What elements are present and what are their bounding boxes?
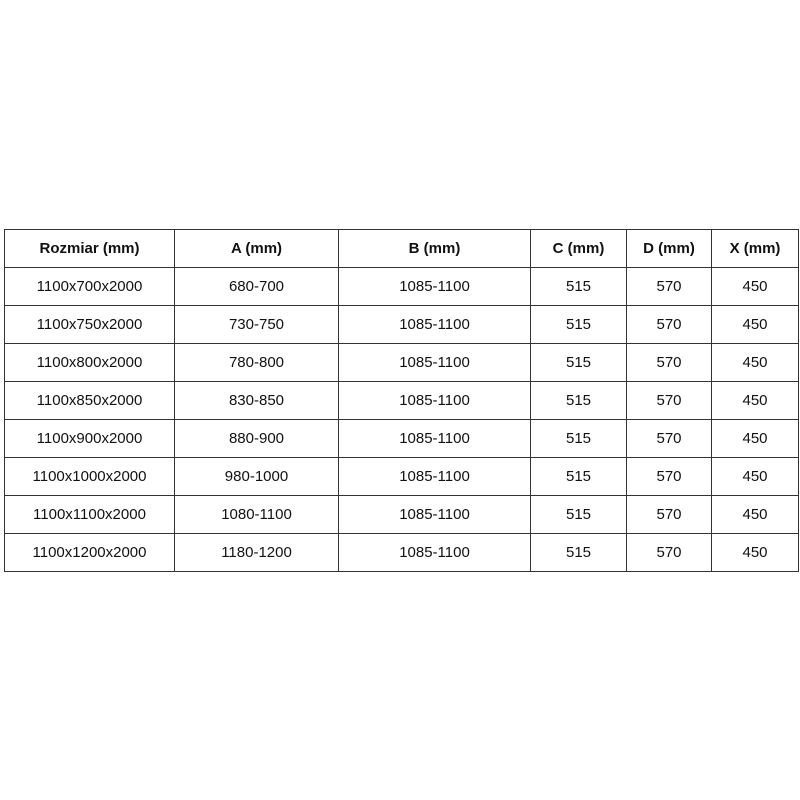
table-row: 1100x1000x2000 980-1000 1085-1100 515 570 450 — [4, 457, 799, 496]
table-cell: 1100x1100x2000 — [4, 495, 175, 534]
table-cell: 1085-1100 — [338, 343, 531, 382]
column-header: C (mm) — [530, 229, 627, 268]
table-cell: 450 — [711, 305, 799, 344]
table-row: 1100x700x2000 680-700 1085-1100 515 570 450 — [4, 267, 799, 306]
table-cell: 780-800 — [174, 343, 339, 382]
table-cell: 515 — [530, 457, 627, 496]
table-cell: 1085-1100 — [338, 419, 531, 458]
table-cell: 1085-1100 — [338, 457, 531, 496]
table-cell: 1100x750x2000 — [4, 305, 175, 344]
column-header: D (mm) — [626, 229, 712, 268]
table-cell: 830-850 — [174, 381, 339, 420]
table-cell: 450 — [711, 419, 799, 458]
table-cell: 1100x700x2000 — [4, 267, 175, 306]
table-cell: 570 — [626, 533, 712, 572]
table-cell: 570 — [626, 267, 712, 306]
table-cell: 450 — [711, 457, 799, 496]
table-cell: 1080-1100 — [174, 495, 339, 534]
column-header: B (mm) — [338, 229, 531, 268]
table-cell: 515 — [530, 343, 627, 382]
table-row: 1100x900x2000 880-900 1085-1100 515 570 450 — [4, 419, 799, 458]
table-cell: 570 — [626, 343, 712, 382]
table-cell: 450 — [711, 343, 799, 382]
dimensions-table: Rozmiar (mm) A (mm) B (mm) C (mm) D (mm) X (m… — [4, 229, 799, 572]
table-cell: 515 — [530, 533, 627, 572]
table-cell: 515 — [530, 305, 627, 344]
table-cell: 570 — [626, 381, 712, 420]
table-row: 1100x750x2000 730-750 1085-1100 515 570 450 — [4, 305, 799, 344]
table-cell: 1085-1100 — [338, 381, 531, 420]
column-header: A (mm) — [174, 229, 339, 268]
table-cell: 880-900 — [174, 419, 339, 458]
table-cell: 1085-1100 — [338, 267, 531, 306]
table-row: 1100x800x2000 780-800 1085-1100 515 570 450 — [4, 343, 799, 382]
column-header: X (mm) — [711, 229, 799, 268]
table-cell: 450 — [711, 495, 799, 534]
table-cell: 570 — [626, 495, 712, 534]
table-cell: 515 — [530, 267, 627, 306]
table-cell: 1085-1100 — [338, 533, 531, 572]
table-cell: 1180-1200 — [174, 533, 339, 572]
table-cell: 450 — [711, 267, 799, 306]
table-cell: 1100x900x2000 — [4, 419, 175, 458]
table-row: 1100x1200x2000 1180-1200 1085-1100 515 570 45… — [4, 533, 799, 572]
table-row: 1100x1100x2000 1080-1100 1085-1100 515 570 45… — [4, 495, 799, 534]
table-cell: 515 — [530, 381, 627, 420]
table-cell: 570 — [626, 305, 712, 344]
table-cell: 1085-1100 — [338, 305, 531, 344]
table-cell: 1100x850x2000 — [4, 381, 175, 420]
table-row: 1100x850x2000 830-850 1085-1100 515 570 450 — [4, 381, 799, 420]
table-cell: 730-750 — [174, 305, 339, 344]
table-cell: 1085-1100 — [338, 495, 531, 534]
table-cell: 515 — [530, 419, 627, 458]
table-cell: 680-700 — [174, 267, 339, 306]
table-cell: 570 — [626, 457, 712, 496]
table-cell: 1100x1200x2000 — [4, 533, 175, 572]
table-cell: 450 — [711, 381, 799, 420]
table-cell: 450 — [711, 533, 799, 572]
table-cell: 980-1000 — [174, 457, 339, 496]
column-header: Rozmiar (mm) — [4, 229, 175, 268]
table-cell: 1100x1000x2000 — [4, 457, 175, 496]
table-cell: 570 — [626, 419, 712, 458]
header-row: Rozmiar (mm) A (mm) B (mm) C (mm) D (mm) X (m… — [4, 229, 799, 268]
table-cell: 1100x800x2000 — [4, 343, 175, 382]
table-cell: 515 — [530, 495, 627, 534]
